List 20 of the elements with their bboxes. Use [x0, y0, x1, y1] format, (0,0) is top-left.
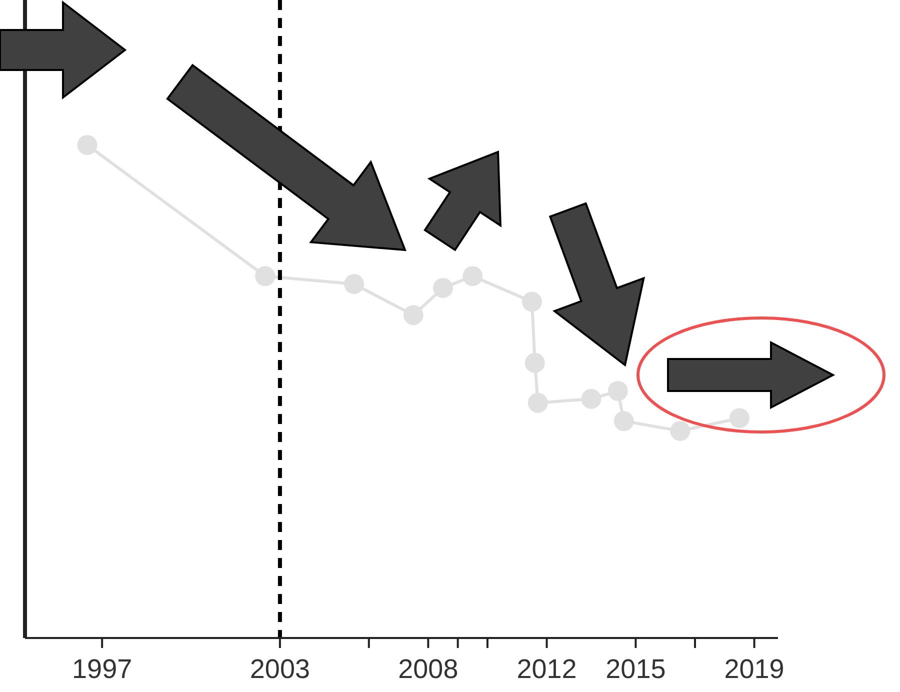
point	[670, 420, 690, 441]
point	[528, 392, 548, 413]
point	[729, 408, 750, 428]
point	[433, 278, 454, 298]
x-tick-label: 2012	[516, 654, 577, 684]
point	[522, 292, 542, 312]
point	[462, 266, 483, 286]
point	[614, 411, 634, 432]
point	[255, 266, 276, 286]
point	[581, 388, 602, 409]
point	[524, 352, 545, 373]
x-tick-label: 2019	[724, 654, 784, 684]
point	[77, 135, 98, 155]
x-tick-label: 2008	[398, 654, 458, 684]
x-tick-label: 2003	[250, 654, 310, 684]
point	[344, 274, 364, 294]
x-tick-label: 2015	[606, 654, 666, 684]
x-tick-label: 1997	[72, 654, 132, 684]
point	[403, 305, 424, 326]
point	[608, 381, 628, 402]
